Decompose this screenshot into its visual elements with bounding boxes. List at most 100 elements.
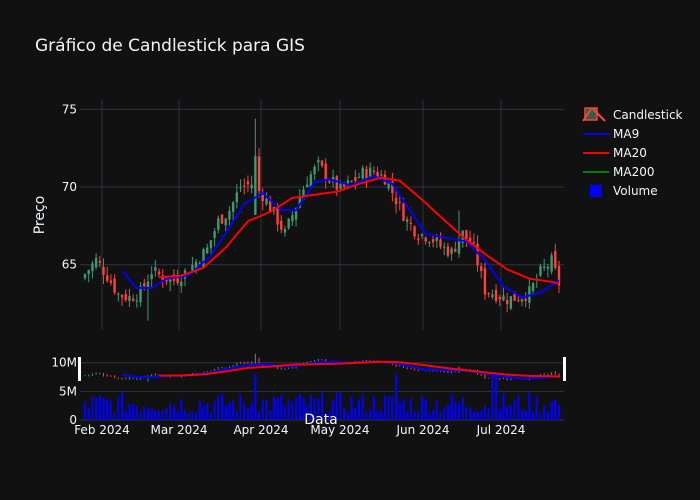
legend-label: MA9 (613, 127, 639, 141)
candle-body (494, 289, 498, 302)
volume-bar (209, 412, 213, 420)
candle-body (357, 176, 361, 178)
volume-bar (361, 394, 364, 420)
legend-item-candlestick[interactable]: Candlestick (582, 107, 683, 122)
candle-body (480, 266, 483, 271)
volume-bar (431, 409, 435, 420)
candle-body (454, 248, 457, 252)
candle-body (505, 300, 509, 305)
ma20-line (159, 176, 560, 285)
legend-label: Volume (613, 184, 658, 198)
volume-bar (428, 414, 431, 420)
volume-bar (302, 398, 305, 420)
candle-body (213, 231, 216, 238)
volume-bar (154, 410, 157, 420)
candle-body (309, 174, 313, 187)
volume-bar (183, 410, 187, 420)
legend-item-ma20[interactable]: MA20 (583, 146, 647, 160)
volume-bar (369, 409, 372, 420)
candle-body (476, 243, 479, 266)
volume-bar (87, 407, 90, 420)
legend-item-ma9[interactable]: MA9 (583, 127, 639, 141)
candle-body (254, 155, 257, 215)
volume-bar (135, 405, 138, 420)
volume-bar (380, 411, 383, 420)
volume-bar (394, 374, 398, 420)
volume-bar (261, 400, 264, 420)
volume-tick-label: 0 (69, 413, 77, 427)
candle-body (387, 183, 390, 189)
candle-body (428, 242, 431, 244)
candle-body (368, 167, 372, 178)
volume-bar (298, 394, 301, 420)
range-handle-right (563, 357, 566, 381)
volume-bar (161, 410, 164, 420)
candle-body (180, 281, 183, 287)
candle-body (491, 294, 494, 298)
candle-body (424, 237, 427, 242)
candle-body (231, 202, 235, 212)
y-axis-title: Preço (32, 196, 48, 235)
candle-body (202, 249, 205, 267)
volume-bar (435, 400, 438, 420)
volume-bar (524, 411, 527, 420)
volume-bar (543, 405, 546, 420)
volume-bar (424, 399, 427, 420)
candle-body (294, 208, 298, 220)
volume-bar (206, 403, 209, 420)
candle-body (87, 270, 90, 275)
candle-body (539, 265, 542, 276)
candle-body (546, 266, 550, 269)
volume-tick-label: 10M (51, 356, 77, 370)
volume-bar (457, 402, 461, 420)
candle-body (320, 160, 324, 166)
candle-body (261, 192, 264, 202)
volume-bar (120, 392, 124, 420)
volume-bar (254, 374, 257, 420)
candle-body (513, 291, 516, 301)
range-handle-left (78, 357, 81, 381)
volume-bar (443, 407, 446, 420)
legend[interactable]: Candlestick MA9 MA20 MA200 Volume (582, 107, 683, 198)
volume-bar (95, 397, 98, 420)
volume-bar (265, 399, 268, 420)
candlestick-series (83, 118, 561, 382)
candle-body (487, 292, 490, 294)
moving-average-series (121, 175, 560, 380)
legend-item-volume[interactable]: Volume (590, 184, 658, 198)
candle-body (250, 184, 253, 189)
volume-bar (146, 408, 150, 420)
volume-bar (272, 396, 275, 420)
candle-body (350, 180, 353, 182)
candle-body (280, 220, 283, 230)
volume-bar (217, 395, 220, 420)
volume-bar (280, 395, 283, 420)
candle-body (243, 185, 246, 187)
y-tick-label: 65 (62, 258, 77, 272)
volume-bar (409, 398, 412, 420)
volume-bar (109, 401, 113, 420)
slider-ma20-line (159, 360, 560, 378)
legend-item-ma200[interactable]: MA200 (583, 165, 654, 179)
candle-body (557, 266, 561, 286)
volume-bar (320, 392, 324, 420)
candle-body (128, 295, 131, 301)
x-tick-label: Jun 2024 (395, 423, 449, 437)
candle-body (291, 215, 294, 222)
volume-bar (509, 405, 512, 420)
candle-body (109, 280, 113, 283)
candle-body (168, 278, 172, 283)
volume-bar (276, 398, 279, 420)
candle-body (417, 238, 420, 240)
volume-bar (128, 403, 131, 420)
volume-bar (228, 403, 231, 420)
candle-body (257, 156, 261, 192)
candle-body (131, 298, 135, 301)
volume-bar (157, 410, 161, 420)
x-tick-label: Mar 2024 (151, 423, 208, 437)
candle-body (517, 300, 520, 302)
volume-bar (343, 408, 346, 420)
candle-body (246, 181, 250, 185)
volume-bar (398, 402, 401, 420)
